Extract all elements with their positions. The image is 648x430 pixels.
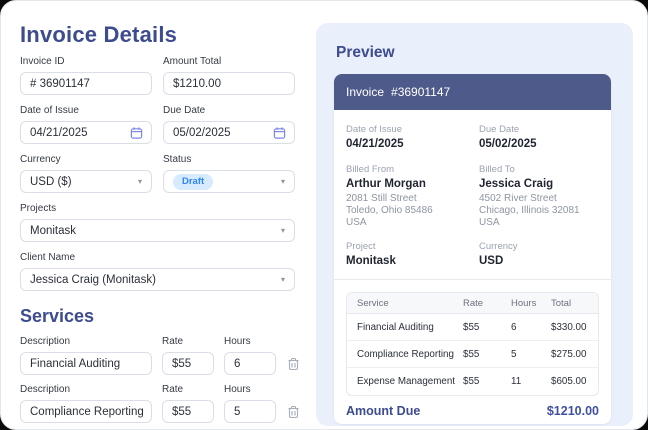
- status-badge: Draft: [173, 173, 214, 190]
- invoice-preview-card: Invoice #36901147 Date of Issue 04/21/20…: [334, 74, 611, 424]
- status-select[interactable]: Draft ▾: [163, 170, 295, 193]
- service-description-input[interactable]: Compliance Reporting: [20, 400, 152, 423]
- status-field: Status Draft ▾: [163, 154, 295, 193]
- preview-panel: Preview Invoice #36901147 Date of Issue …: [316, 23, 633, 426]
- billed-to-block: Billed To Jessica Craig 4502 River Stree…: [479, 164, 580, 228]
- divider: [334, 279, 611, 280]
- service-row: Description Financial Auditing Rate $55 …: [20, 336, 298, 375]
- due-date-input[interactable]: 05/02/2025: [163, 121, 295, 144]
- table-header-row: Service Rate Hours Total: [347, 293, 598, 314]
- invoice-id-input[interactable]: # 36901147: [20, 72, 152, 95]
- currency-field: Currency USD ($) ▾: [20, 154, 152, 193]
- rate-label: Rate: [162, 336, 184, 347]
- service-rate-input[interactable]: $55: [162, 400, 214, 423]
- billed-from-block: Billed From Arthur Morgan 2081 Still Str…: [346, 164, 433, 228]
- delete-service-icon[interactable]: [287, 405, 300, 419]
- date-of-issue-field: Date of Issue 04/21/2025: [20, 105, 152, 144]
- service-rate-input[interactable]: $55: [162, 352, 214, 375]
- invoice-header-number: #36901147: [391, 85, 451, 99]
- preview-currency: Currency USD: [479, 241, 518, 267]
- invoice-id-label: Invoice ID: [20, 56, 65, 67]
- amount-total-input[interactable]: $1210.00: [163, 72, 295, 95]
- description-label: Description: [20, 384, 71, 395]
- table-row: Expense Management $55 11 $605.00: [357, 376, 587, 387]
- client-name-label: Client Name: [20, 252, 76, 263]
- chevron-down-icon: ▾: [280, 176, 285, 186]
- hours-label: Hours: [224, 336, 251, 347]
- projects-field: Projects Monitask ▾: [20, 203, 296, 242]
- due-date-field: Due Date 05/02/2025: [163, 105, 295, 144]
- preview-project: Project Monitask: [346, 241, 396, 267]
- amount-due-row: Amount Due $1210.00: [346, 396, 599, 424]
- chevron-down-icon: ▾: [280, 225, 285, 235]
- calendar-icon[interactable]: [130, 126, 143, 139]
- service-row: Description Compliance Reporting Rate $5…: [20, 384, 298, 423]
- services-title: Services: [20, 306, 95, 326]
- projects-select[interactable]: Monitask ▾: [20, 219, 295, 242]
- due-date-label: Due Date: [163, 105, 206, 116]
- date-of-issue-input[interactable]: 04/21/2025: [20, 121, 152, 144]
- table-row: Financial Auditing $55 6 $330.00: [347, 314, 598, 341]
- rate-label: Rate: [162, 384, 184, 395]
- amount-due-label: Amount Due: [346, 403, 421, 418]
- calendar-icon[interactable]: [273, 126, 286, 139]
- service-description-input[interactable]: Financial Auditing: [20, 352, 152, 375]
- invoice-details-panel: Invoice Details Invoice ID # 36901147 Am…: [20, 22, 298, 429]
- preview-services-table: Service Rate Hours Total Financial Audit…: [346, 292, 599, 396]
- invoice-header-label: Invoice: [346, 85, 385, 99]
- amount-total-label: Amount Total: [163, 56, 222, 67]
- page-title: Invoice Details: [20, 22, 178, 47]
- preview-date-of-issue: Date of Issue 04/21/2025: [346, 124, 404, 150]
- amount-due-value: $1210.00: [546, 403, 599, 418]
- client-name-select[interactable]: Jessica Craig (Monitask) ▾: [20, 268, 295, 291]
- invoice-id-field: Invoice ID # 36901147: [20, 56, 152, 95]
- delete-service-icon[interactable]: [287, 357, 300, 371]
- hours-label: Hours: [224, 384, 251, 395]
- invoice-preview-header: Invoice #36901147: [334, 74, 611, 110]
- chevron-down-icon: ▾: [137, 176, 142, 186]
- projects-label: Projects: [20, 203, 57, 214]
- client-name-field: Client Name Jessica Craig (Monitask) ▾: [20, 252, 296, 291]
- preview-title: Preview: [336, 44, 395, 61]
- date-of-issue-label: Date of Issue: [20, 105, 79, 116]
- preview-due-date: Due Date 05/02/2025: [479, 124, 537, 150]
- currency-label: Currency: [20, 154, 61, 165]
- chevron-down-icon: ▾: [280, 274, 285, 284]
- table-row: Compliance Reporting $55 5 $275.00: [347, 341, 598, 368]
- currency-select[interactable]: USD ($) ▾: [20, 170, 152, 193]
- status-label: Status: [163, 154, 192, 165]
- amount-total-field: Amount Total $1210.00: [163, 56, 295, 95]
- description-label: Description: [20, 336, 71, 347]
- service-hours-input[interactable]: 5: [224, 400, 276, 423]
- service-hours-input[interactable]: 6: [224, 352, 276, 375]
